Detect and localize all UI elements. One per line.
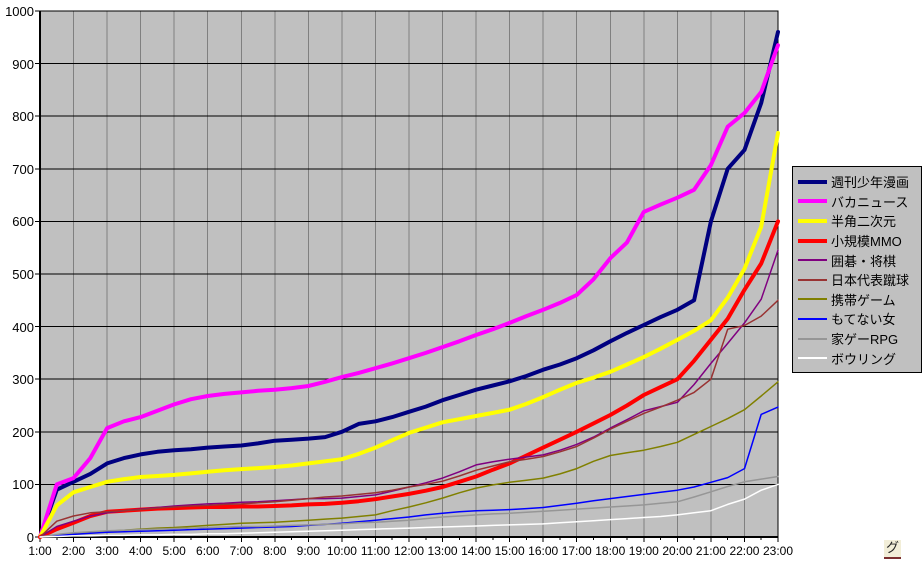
legend-item: 週刊少年漫画	[798, 172, 919, 192]
y-axis-tick-label: 100	[12, 477, 34, 493]
y-axis-tick-label: 200	[12, 424, 34, 440]
y-axis-tick-label: 300	[12, 372, 34, 388]
series-line	[39, 299, 779, 538]
graph-link[interactable]: グ	[884, 540, 902, 559]
x-axis-tick-label: 14:00	[461, 544, 492, 558]
legend-line-swatch	[798, 179, 827, 184]
series-line	[39, 475, 779, 538]
x-axis-tick-label: 18:00	[595, 544, 626, 558]
legend-line-swatch	[798, 298, 827, 301]
legend-line-swatch	[798, 357, 827, 360]
legend-line-swatch	[798, 278, 827, 281]
x-axis-tick-label: 4:00	[128, 544, 153, 558]
legend-label: 小規模MMO	[831, 234, 902, 250]
legend-label: ボウリング	[831, 351, 897, 367]
y-axis-tick-label: 800	[12, 109, 34, 125]
legend-item: 囲碁・将棋	[798, 250, 919, 270]
legend-item: ボウリング	[798, 348, 919, 368]
y-axis-tick-label: 0	[26, 530, 34, 545]
x-axis-tick-label: 2:00	[61, 544, 86, 558]
series-line	[39, 483, 779, 538]
x-axis-tick-label: 16:00	[528, 544, 559, 558]
x-axis-tick-label: 22:00	[729, 544, 760, 558]
x-axis-tick-label: 6:00	[196, 544, 220, 558]
legend-label: もてない女	[831, 312, 896, 328]
legend-item: 携帯ゲーム	[798, 290, 919, 310]
legend-item: 小規模MMO	[798, 231, 919, 251]
x-axis-tick-label: 1:00	[28, 544, 52, 558]
legend-item: 半角二次元	[798, 211, 919, 231]
x-axis-tick-label: 3:00	[95, 544, 119, 558]
legend-line-swatch	[798, 259, 827, 262]
legend-label: 囲碁・将棋	[831, 253, 897, 269]
y-axis-tick-label: 1000	[5, 4, 34, 19]
x-axis-tick-label: 10:00	[326, 544, 357, 558]
x-axis-tick-label: 23:00	[762, 544, 794, 558]
y-axis-tick-label: 400	[12, 319, 34, 335]
x-axis-tick-label: 12:00	[393, 544, 425, 558]
legend-label: 週刊少年漫画	[831, 175, 910, 191]
chart-legend: 週刊少年漫画 バカニュース 半角二次元小規模MMO 囲碁・将棋日本代表蹴球 携帯ゲームも…	[792, 166, 922, 373]
legend-item: 家ゲーRPG	[798, 329, 919, 349]
legend-item: 日本代表蹴球	[798, 270, 919, 290]
legend-line-swatch	[798, 238, 827, 243]
series-line	[39, 381, 779, 538]
legend-line-swatch	[798, 337, 827, 340]
series-line	[38, 30, 780, 539]
x-axis-tick-label: 21:00	[695, 544, 726, 558]
legend-label: 日本代表蹴球	[831, 273, 910, 289]
legend-item: バカニュース	[798, 192, 919, 212]
legend-line-swatch	[798, 199, 827, 204]
series-line	[38, 43, 780, 539]
x-axis-tick-label: 8:00	[263, 544, 287, 558]
legend-item: もてない女	[798, 309, 919, 329]
x-axis-tick-label: 11:00	[360, 544, 391, 558]
series-line	[39, 406, 779, 538]
legend-label: 携帯ゲーム	[831, 292, 896, 308]
x-axis-tick-label: 15:00	[494, 544, 525, 558]
legend-line-swatch	[798, 317, 827, 320]
series-line	[38, 131, 780, 539]
legend-line-swatch	[798, 218, 827, 223]
x-axis-tick-label: 17:00	[561, 544, 592, 558]
y-axis-tick-label: 700	[12, 161, 34, 177]
x-axis-tick-label: 9:00	[296, 544, 321, 558]
legend-label: 半角二次元	[831, 214, 897, 230]
legend-label: バカニュース	[831, 194, 909, 210]
x-axis-tick-label: 20:00	[662, 544, 693, 558]
y-axis-tick-label: 500	[12, 267, 34, 282]
y-axis-tick-label: 900	[12, 56, 34, 72]
x-axis-tick-label: 7:00	[229, 544, 253, 558]
y-axis-tick-label: 600	[12, 214, 34, 230]
legend-label: 家ゲーRPG	[831, 332, 899, 348]
x-axis-tick-label: 5:00	[162, 544, 186, 558]
x-axis-tick-label: 19:00	[628, 544, 659, 558]
x-axis-tick-label: 13:00	[427, 544, 458, 558]
